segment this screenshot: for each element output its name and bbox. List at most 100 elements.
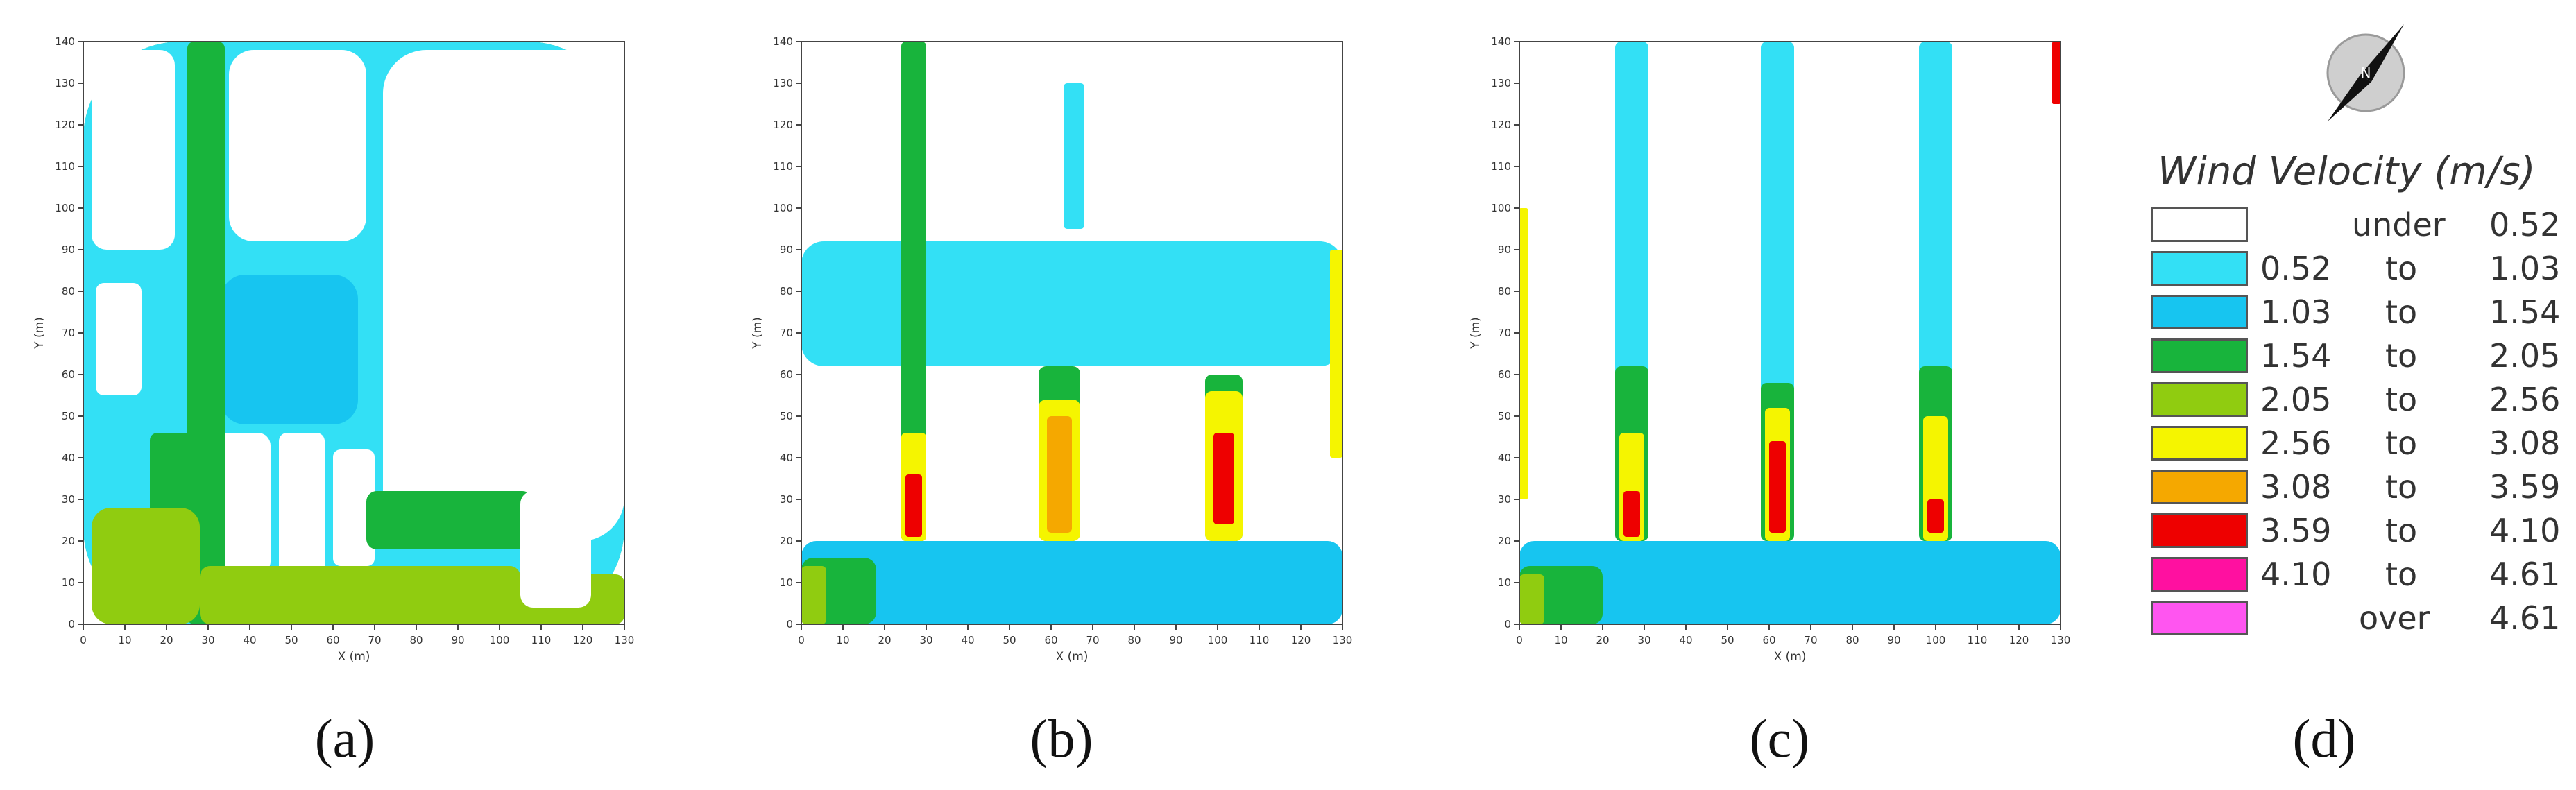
velocity-region	[96, 283, 142, 395]
legend-low-value: 2.05	[2260, 381, 2332, 418]
legend-connector: to	[2385, 250, 2418, 287]
legend-item: 4.10 to 4.61	[2151, 554, 2567, 597]
x-tick-label: 10	[836, 634, 849, 646]
velocity-region	[1519, 208, 1528, 499]
heatmap-panel-c: 0 10 20 30 40 50 60 70 80 90 100 110 120 130 0 10 20 30 40…	[1464, 28, 2088, 694]
y-tick-label: 120	[1491, 119, 1511, 131]
x-tick-label: 0	[80, 634, 87, 646]
legend-high-value: 3.59	[2489, 468, 2561, 506]
legend-swatch	[2151, 426, 2248, 461]
y-tick-label: 80	[62, 285, 75, 298]
x-tick-label: 30	[919, 634, 932, 646]
y-axis-label: Y (m)	[1469, 317, 1483, 350]
velocity-region	[1623, 491, 1640, 537]
velocity-region	[279, 433, 325, 574]
y-tick-label: 60	[62, 368, 75, 381]
legend-low-value: 4.10	[2260, 556, 2332, 593]
x-tick-label: 110	[531, 634, 552, 646]
x-tick-label: 30	[201, 634, 214, 646]
x-tick-label: 40	[1679, 634, 1692, 646]
x-tick-label: 10	[118, 634, 131, 646]
y-tick-label: 100	[773, 202, 793, 214]
y-tick-label: 110	[773, 160, 793, 173]
legend-low-value: 1.03	[2260, 293, 2332, 331]
velocity-region	[1927, 499, 1944, 533]
velocity-region	[1047, 416, 1072, 533]
velocity-region	[187, 42, 225, 624]
y-tick-label: 10	[62, 576, 75, 589]
x-tick-label: 40	[243, 634, 256, 646]
legend-connector: to	[2385, 424, 2418, 462]
y-tick-label: 10	[1498, 576, 1511, 589]
velocity-region	[2052, 42, 2061, 104]
legend-connector: over	[2359, 599, 2430, 637]
x-tick-label: 20	[1596, 634, 1609, 646]
x-tick-label: 80	[409, 634, 423, 646]
x-tick-label: 30	[1637, 634, 1650, 646]
legend-connector: to	[2385, 512, 2418, 549]
x-tick-label: 10	[1554, 634, 1567, 646]
y-tick-label: 140	[1491, 35, 1511, 48]
velocity-region	[383, 50, 624, 541]
caption-a: (a)	[314, 708, 375, 768]
velocity-region	[1064, 83, 1084, 229]
y-tick-label: 40	[1498, 452, 1511, 464]
velocity-region	[200, 566, 520, 624]
x-tick-label: 110	[1968, 634, 1988, 646]
legend-item: under 0.52	[2151, 205, 2567, 248]
legend-low-value: 1.54	[2260, 337, 2332, 375]
velocity-region	[1519, 541, 2061, 624]
y-tick-label: 90	[62, 243, 75, 256]
x-tick-label: 80	[1845, 634, 1859, 646]
velocity-region	[366, 491, 533, 549]
y-tick-label: 40	[780, 452, 793, 464]
legend-swatch	[2151, 513, 2248, 548]
velocity-region	[520, 491, 591, 608]
y-tick-label: 20	[1498, 535, 1511, 547]
y-tick-label: 110	[1491, 160, 1511, 173]
velocity-region	[901, 42, 926, 541]
wind-heatmap-c: 0 10 20 30 40 50 60 70 80 90 100 110 120 130 0 10 20 30 40…	[1469, 35, 2070, 664]
legend-swatch	[2151, 382, 2248, 417]
legend-title: Wind Velocity (m/s)	[2158, 149, 2536, 194]
legend-low-value: 2.56	[2260, 424, 2332, 462]
y-tick-label: 70	[780, 327, 793, 339]
caption-c: (c)	[1749, 708, 1810, 768]
x-tick-label: 120	[2009, 634, 2029, 646]
x-tick-label: 120	[573, 634, 593, 646]
y-tick-label: 130	[55, 77, 75, 89]
x-tick-label: 130	[1333, 634, 1353, 646]
y-tick-label: 100	[55, 202, 75, 214]
x-tick-label: 100	[490, 634, 510, 646]
y-tick-label: 140	[55, 35, 75, 48]
legend-high-value: 1.03	[2489, 250, 2561, 287]
y-tick-label: 120	[773, 119, 793, 131]
velocity-region	[221, 275, 358, 424]
compass-north-label: N	[2361, 65, 2371, 81]
y-axis-label: Y (m)	[751, 317, 765, 350]
velocity-region	[333, 449, 375, 566]
legend-item: 2.05 to 2.56	[2151, 379, 2567, 422]
x-tick-label: 90	[1169, 634, 1182, 646]
x-tick-label: 0	[1516, 634, 1523, 646]
legend-high-value: 2.05	[2489, 337, 2561, 375]
legend-connector: to	[2385, 381, 2418, 418]
caption-b: (b)	[1030, 708, 1093, 768]
y-tick-label: 90	[780, 243, 793, 256]
legend-panel: N Wind Velocity (m/s) under 0.52 0.52 to 1.0…	[2130, 0, 2574, 694]
velocity-region	[92, 508, 200, 624]
y-tick-label: 20	[62, 535, 75, 547]
x-tick-label: 130	[615, 634, 635, 646]
legend-high-value: 4.61	[2489, 556, 2561, 593]
y-tick-label: 90	[1498, 243, 1511, 256]
x-tick-label: 80	[1127, 634, 1141, 646]
x-tick-label: 90	[1887, 634, 1900, 646]
x-tick-label: 70	[1804, 634, 1817, 646]
legend-swatch	[2151, 295, 2248, 329]
x-tick-label: 60	[1762, 634, 1775, 646]
x-tick-label: 100	[1208, 634, 1228, 646]
legend-item: 3.08 to 3.59	[2151, 467, 2567, 510]
legend-connector: under	[2352, 206, 2446, 243]
y-tick-label: 140	[773, 35, 793, 48]
velocity-region	[229, 50, 366, 241]
